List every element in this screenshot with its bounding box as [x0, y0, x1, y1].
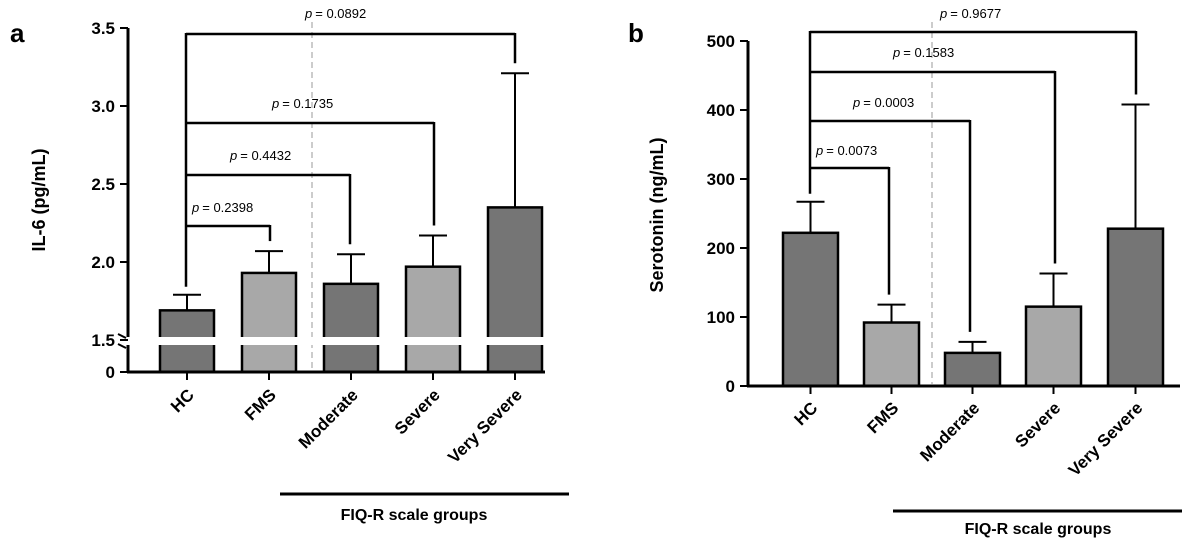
- p-value-label-2: p = 0.1735: [271, 96, 333, 111]
- x-category-label-0: HC: [791, 398, 822, 429]
- p-symbol: p: [191, 200, 199, 215]
- x-category-label-0: HC: [167, 385, 198, 416]
- panel-letter: b: [628, 18, 644, 48]
- x-category-label-4: Very Severe: [1065, 398, 1147, 480]
- bar-3: [1024, 305, 1083, 388]
- y-tick-label-3: 2.5: [91, 175, 115, 194]
- x-category-label-3: Severe: [1011, 398, 1064, 451]
- y-tick-label-5: 3.5: [91, 19, 115, 38]
- bar-1: [862, 321, 921, 388]
- y-tick-label-5: 500: [707, 32, 735, 51]
- p-value-text: = 0.1735: [282, 96, 333, 111]
- p-symbol: p: [229, 148, 237, 163]
- p-symbol: p: [939, 6, 947, 21]
- p-value-label-0: p = 0.0073: [815, 143, 877, 158]
- y-axis-label: Serotonin (ng/mL): [647, 138, 667, 293]
- p-symbol: p: [852, 95, 860, 110]
- axis-break-mark-upper: [117, 333, 127, 339]
- bar-4: [486, 206, 544, 374]
- y-tick-label-3: 300: [707, 170, 735, 189]
- y-tick-label-2: 2.0: [91, 253, 115, 272]
- axis-break-band: [114, 337, 551, 345]
- p-value-label-1: p = 0.0003: [852, 95, 914, 110]
- bar-2: [943, 351, 1002, 388]
- p-symbol: p: [271, 96, 279, 111]
- p-value-label-1: p = 0.4432: [229, 148, 291, 163]
- y-tick-label-1: 100: [707, 308, 735, 327]
- x-category-label-2: Moderate: [295, 385, 362, 452]
- bar-4: [1106, 227, 1165, 388]
- bar-3: [404, 265, 462, 374]
- panel-letter: a: [10, 18, 25, 48]
- panel-a-chart: a 0 1.5 2.0 2.5 3.0 3.5 IL-6 (pg/mL) HC FMS Modera…: [10, 6, 569, 524]
- y-tick-label-0: 0: [726, 377, 735, 396]
- bar-1: [240, 271, 298, 374]
- p-value-label-0: p = 0.2398: [191, 200, 253, 215]
- p-value-text: = 0.2398: [202, 200, 253, 215]
- x-category-label-4: Very Severe: [444, 385, 526, 467]
- y-tick-label-1: 1.5: [91, 331, 115, 350]
- y-axis-label: IL-6 (pg/mL): [29, 149, 49, 252]
- group-label: FIQ-R scale groups: [965, 521, 1112, 538]
- p-value-label-3: p = 0.9677: [939, 6, 1001, 21]
- y-tick-label-4: 3.0: [91, 97, 115, 116]
- p-value-text: = 0.9677: [950, 6, 1001, 21]
- p-symbol: p: [892, 45, 900, 60]
- panel-b-chart: b 0 100 200 300 400 500 Serotonin (ng/mL) HC FMS M…: [628, 6, 1182, 538]
- p-value-label-2: p = 0.1583: [892, 45, 954, 60]
- p-value-label-3: p = 0.0892: [304, 6, 366, 21]
- p-value-text: = 0.4432: [240, 148, 291, 163]
- axis-break-mark-lower: [117, 343, 127, 349]
- x-category-label-2: Moderate: [916, 398, 983, 465]
- p-value-text: = 0.0073: [826, 143, 877, 158]
- x-category-label-1: FMS: [241, 385, 280, 424]
- p-value-text: = 0.1583: [903, 45, 954, 60]
- bar-2: [322, 282, 380, 374]
- y-tick-label-4: 400: [707, 101, 735, 120]
- x-category-label-1: FMS: [864, 398, 903, 437]
- p-symbol: p: [815, 143, 823, 158]
- y-tick-label-2: 200: [707, 239, 735, 258]
- p-value-text: = 0.0003: [863, 95, 914, 110]
- y-tick-label-0: 0: [106, 363, 115, 382]
- bar-0: [781, 231, 840, 388]
- group-label: FIQ-R scale groups: [341, 507, 488, 524]
- x-category-label-3: Severe: [391, 385, 444, 438]
- p-symbol: p: [304, 6, 312, 21]
- p-value-text: = 0.0892: [315, 6, 366, 21]
